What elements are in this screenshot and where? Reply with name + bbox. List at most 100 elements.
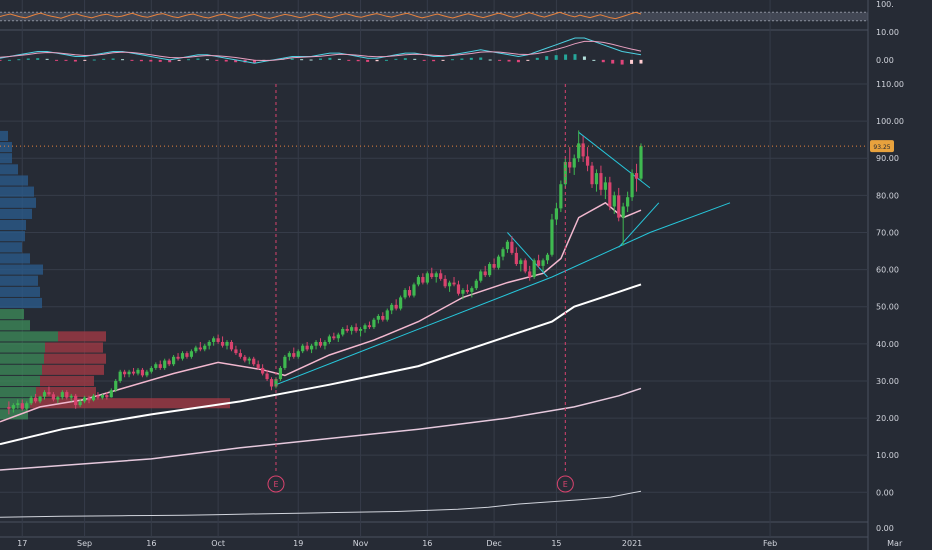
macd-histogram-bar (300, 59, 304, 61)
candle-body (131, 371, 136, 374)
candle-body (20, 403, 24, 409)
earnings-marker[interactable] (267, 475, 285, 493)
price-axis-label: 100.00 (876, 117, 904, 126)
volume-profile-bar-up (0, 309, 24, 320)
macd-histogram-bar (601, 59, 605, 63)
candle-body (394, 304, 398, 309)
macd-axis-label: 0.00 (876, 56, 894, 65)
candle-body (309, 345, 314, 350)
volume-profile-bar-down (0, 264, 43, 275)
moving-average-line (0, 201, 642, 423)
macd-histogram-bar (55, 59, 59, 61)
candle-body (363, 325, 367, 329)
macd-histogram-bar (234, 59, 238, 63)
macd-histogram-bar (7, 59, 11, 61)
candle-body (617, 195, 621, 218)
candle-body (11, 405, 15, 409)
candle-body (470, 288, 474, 292)
volume-profile-bar-up (0, 387, 36, 398)
macd-histogram-bar (639, 59, 643, 64)
time-axis-label: Oct (211, 539, 225, 548)
candle-body (456, 284, 461, 294)
candle-body (443, 278, 447, 287)
candle-body (180, 353, 185, 359)
candle-body (550, 219, 554, 255)
candle-body (220, 341, 225, 346)
candle-body (105, 395, 109, 398)
candle-body (301, 345, 305, 352)
candle-body (523, 260, 527, 272)
macd-histogram-bar (45, 58, 49, 60)
time-axis-label: Mar (887, 539, 903, 548)
volume-profile-bar-down (0, 153, 12, 164)
time-axis-label: 2021 (622, 539, 642, 548)
candle-body (612, 195, 616, 207)
time-axis[interactable]: 17 Sep 16 Oct 19 Nov 16 Dec 15 2021 Feb Mar (17, 539, 903, 548)
macd-axis-label: 10.00 (876, 28, 899, 37)
macd-histogram-bar (347, 59, 351, 61)
price-axis[interactable]: 110.00 100.00 90.00 80.00 70.00 60.00 50.00 40.… (869, 0, 932, 550)
time-axis-label: 19 (293, 539, 303, 548)
price-axis-label: 40.00 (876, 340, 899, 349)
candle-body (581, 143, 585, 157)
candle-body (189, 351, 194, 357)
candle-body (56, 397, 60, 400)
moving-average-line (0, 283, 642, 446)
time-axis-label: 15 (551, 539, 561, 548)
candle-body (430, 273, 434, 278)
volume-profile-bar-up (0, 331, 58, 342)
candle-body (421, 277, 425, 283)
trendline[interactable] (507, 232, 548, 278)
macd-histogram-bar (253, 59, 257, 63)
candle-body (87, 397, 91, 401)
last-price-badge-box (870, 140, 894, 153)
candle-body (216, 338, 220, 342)
time-axis-label: 16 (146, 539, 156, 548)
candle-body (7, 406, 11, 409)
candle-body (238, 353, 242, 357)
candle-body (554, 208, 559, 220)
macd-histogram-bar (403, 58, 407, 60)
trendline[interactable] (275, 202, 731, 386)
lower-axis-label: 0.00 (876, 524, 894, 533)
candle-body (496, 256, 501, 268)
macd-histogram-bar (526, 59, 530, 61)
candle-body (74, 395, 78, 406)
candle-body (167, 360, 171, 365)
candle-body (559, 184, 563, 209)
volume-profile-bar-up (0, 353, 44, 364)
trendline[interactable] (618, 202, 660, 248)
macd-histogram-bar (620, 59, 624, 65)
candle-body (96, 395, 100, 398)
candle-body (91, 395, 96, 401)
macd-histogram-bar (592, 59, 596, 61)
candle-body (514, 252, 518, 265)
candle-body (127, 371, 131, 375)
macd-histogram-bar (460, 58, 464, 60)
candle-body (358, 328, 363, 331)
candle-body (318, 341, 323, 346)
earnings-marker[interactable] (556, 475, 574, 493)
candle-body (149, 367, 153, 372)
volume-profile-bar-down (0, 286, 40, 297)
macd-histogram-bar (36, 58, 40, 60)
candle-body (577, 143, 581, 159)
candle-body (82, 397, 87, 402)
macd-histogram-bar (111, 58, 115, 60)
price-axis-label: 20.00 (876, 414, 899, 423)
volume-profile-bar-up (0, 375, 40, 387)
macd-histogram-bar (545, 56, 549, 60)
volume-profile-bar-down (58, 331, 106, 342)
macd-histogram-bar (516, 59, 520, 63)
candle-body (42, 392, 47, 397)
macd-histogram-bar (488, 59, 492, 61)
volume-profile-bar-up (0, 409, 28, 420)
price-axis-label: 80.00 (876, 191, 899, 200)
macd-histogram-bar (149, 59, 153, 62)
candle-body (510, 241, 514, 253)
candle-body (60, 392, 64, 398)
candle-body (176, 356, 180, 359)
macd-histogram-bar (328, 57, 332, 60)
candle-body (465, 290, 469, 292)
